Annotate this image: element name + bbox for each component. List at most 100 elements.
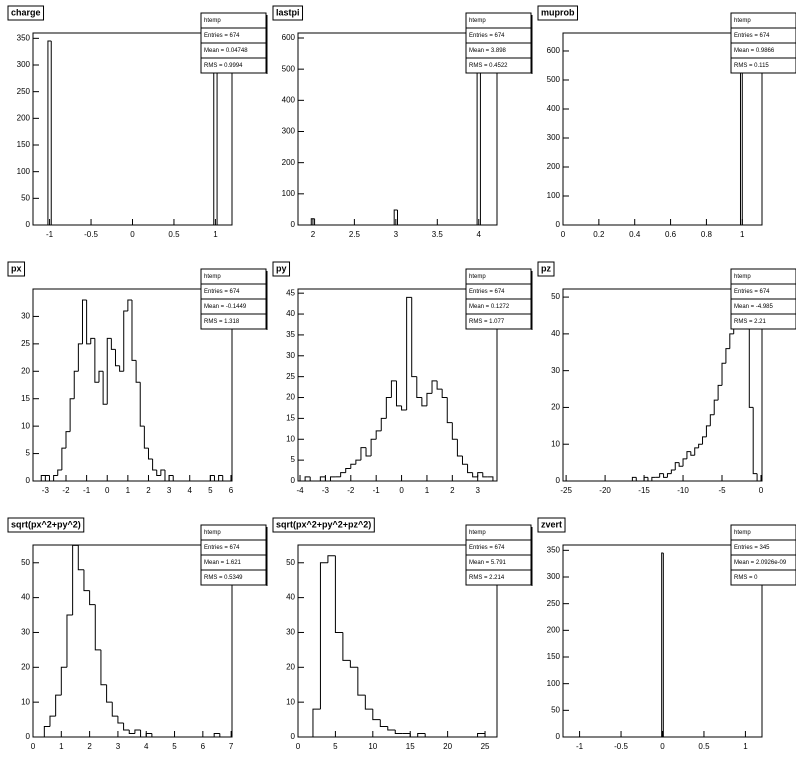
bin	[72, 544, 79, 616]
bin	[355, 459, 361, 465]
y-tick-label: 100	[547, 191, 561, 200]
y-tick-label: 10	[286, 697, 295, 706]
y-tick-label: 150	[17, 140, 31, 149]
bin	[446, 397, 453, 424]
y-tick-label: 100	[17, 167, 31, 176]
bin	[643, 476, 648, 481]
title: zvert	[541, 519, 562, 529]
bin	[164, 470, 170, 481]
bin	[451, 422, 458, 440]
bin	[387, 726, 396, 731]
bin	[370, 438, 377, 456]
frame	[32, 288, 233, 482]
y-tick-label: 100	[547, 679, 561, 688]
bin	[690, 451, 695, 456]
histogram	[563, 32, 762, 225]
x-tick-label: 0	[660, 742, 665, 751]
bin	[631, 476, 637, 481]
x-tick-label: 2	[450, 486, 455, 495]
bin	[670, 469, 676, 474]
title-box	[272, 261, 291, 277]
y-tick-label: 30	[286, 628, 295, 637]
stats-line: Mean = 0.1272	[469, 304, 510, 310]
stats-line: RMS = 1.318	[204, 319, 240, 325]
y-tick-label: 0	[291, 220, 296, 229]
bin	[717, 384, 723, 401]
stats-name: htemp	[469, 530, 486, 536]
bin	[145, 733, 152, 737]
bin	[324, 476, 331, 481]
title-box	[272, 5, 304, 21]
pad: 0 1 2 3 4 5 6 7 0 10 20 30 40 50 sqrt(px^2+py^2) htemp E…	[7, 517, 268, 751]
stats-line: RMS = 0.5349	[204, 575, 243, 581]
bin	[678, 462, 684, 467]
bin	[66, 614, 73, 668]
bin	[172, 475, 178, 481]
bin	[421, 397, 427, 407]
y-tick-label: 40	[21, 593, 30, 602]
y-tick-label: 350	[17, 33, 31, 42]
bin	[86, 299, 91, 345]
y-tick-label: 40	[286, 309, 295, 318]
y-tick-label: 200	[547, 162, 561, 171]
x-tick-label: 2	[87, 742, 92, 751]
x-tick-label: -10	[677, 486, 689, 495]
frame	[297, 32, 498, 226]
x-tick-label: -0.5	[84, 230, 98, 239]
y-tick-label: 600	[282, 33, 296, 42]
stats-name: htemp	[204, 18, 221, 24]
stats-name: htemp	[734, 530, 751, 536]
x-tick-label: -20	[599, 486, 611, 495]
bin	[702, 436, 707, 445]
bin	[123, 723, 130, 731]
bin	[102, 371, 108, 405]
y-tick-label: 0	[556, 732, 561, 741]
y-tick-label: 400	[282, 95, 296, 104]
pad: -4 -3 -2 -1 0 1 2 3051015202530354045pyhtempEnt…	[272, 261, 533, 495]
bin	[83, 569, 90, 592]
bin	[698, 443, 703, 448]
y-tick-label: 0	[291, 476, 296, 485]
pad: -25 -20 -15 -10 -5 0 0 10 20 30 40 50 pz htemp Entries…	[537, 261, 796, 495]
title: lastpi	[276, 7, 300, 17]
histogram	[566, 296, 761, 481]
bin	[213, 475, 219, 481]
stats-line: RMS = 0.4522	[469, 63, 508, 69]
y-tick-label: 50	[551, 292, 560, 301]
bin	[741, 32, 762, 225]
title: sqrt(px^2+py^2+pz^2)	[276, 519, 371, 529]
y-tick-label: 15	[21, 394, 30, 403]
x-tick-label: 0	[105, 486, 110, 495]
bin	[713, 399, 719, 415]
histogram	[298, 555, 493, 737]
bin	[482, 472, 488, 478]
x-tick-label: 6	[229, 486, 234, 495]
bin	[222, 475, 227, 481]
bin	[674, 462, 680, 470]
title: charge	[11, 7, 41, 17]
x-tick-label: 0.6	[665, 230, 677, 239]
bin	[729, 333, 734, 349]
frame	[297, 288, 498, 482]
stats-line: RMS = 0	[734, 575, 758, 581]
y-tick-label: 25	[286, 372, 295, 381]
x-tick-label: 4	[187, 486, 192, 495]
bin	[345, 467, 351, 473]
bin	[479, 36, 497, 225]
x-tick-label: 0.8	[701, 230, 713, 239]
bin	[350, 463, 356, 469]
x-tick-label: 2	[146, 486, 151, 495]
x-tick-label: 5	[172, 742, 177, 751]
bin	[114, 349, 120, 367]
x-tick-label: 3	[475, 486, 480, 495]
bin	[416, 376, 422, 399]
stats-line: Mean = 1.621	[204, 560, 242, 566]
y-tick-label: 20	[551, 403, 560, 412]
bin	[472, 472, 478, 478]
bin	[135, 360, 141, 383]
y-tick-label: 500	[547, 75, 561, 84]
y-tick-label: 50	[21, 558, 30, 567]
y-tick-label: 500	[282, 64, 296, 73]
bin	[50, 41, 214, 225]
x-tick-label: 0	[759, 486, 764, 495]
